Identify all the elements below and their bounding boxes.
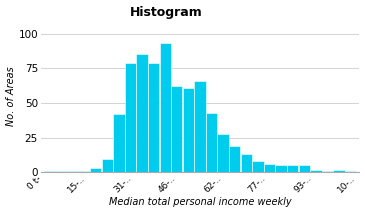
Bar bbox=[264, 164, 275, 172]
Bar bbox=[194, 81, 205, 172]
Bar bbox=[148, 63, 159, 172]
Bar bbox=[333, 170, 345, 172]
Bar bbox=[101, 158, 113, 172]
X-axis label: Median total personal income weekly: Median total personal income weekly bbox=[109, 197, 291, 207]
Bar bbox=[310, 170, 322, 172]
Bar bbox=[113, 114, 124, 172]
Text: Histogram: Histogram bbox=[130, 6, 203, 19]
Bar bbox=[78, 171, 90, 172]
Bar bbox=[125, 63, 136, 172]
Bar bbox=[44, 171, 55, 172]
Bar bbox=[137, 55, 148, 172]
Bar bbox=[276, 166, 287, 172]
Bar bbox=[171, 86, 182, 172]
Bar bbox=[229, 146, 241, 172]
Bar bbox=[287, 166, 298, 172]
Bar bbox=[241, 154, 252, 172]
Bar bbox=[67, 171, 78, 172]
Bar bbox=[252, 161, 264, 172]
Bar bbox=[218, 134, 229, 172]
Bar bbox=[345, 171, 356, 172]
Bar bbox=[322, 171, 333, 172]
Bar bbox=[206, 113, 217, 172]
Bar bbox=[90, 168, 101, 172]
Bar bbox=[183, 88, 194, 172]
Y-axis label: No. of Areas: No. of Areas bbox=[5, 66, 16, 126]
Bar bbox=[160, 43, 171, 172]
Bar bbox=[55, 171, 66, 172]
Bar bbox=[299, 166, 310, 172]
